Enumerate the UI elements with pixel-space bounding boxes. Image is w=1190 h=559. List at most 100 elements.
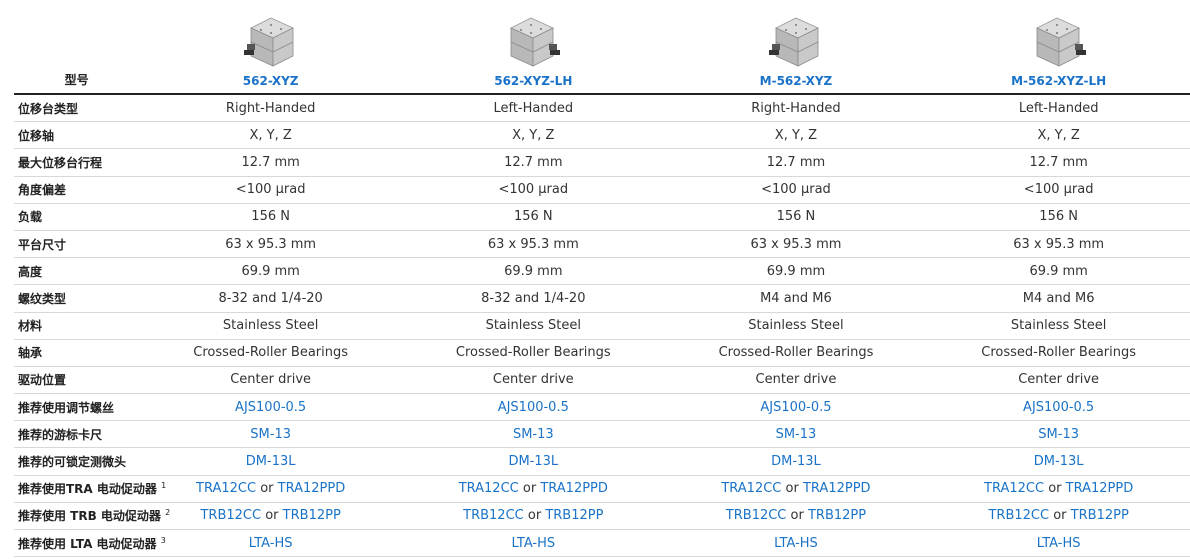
spec-value: <100 µrad [139,176,402,204]
spec-value: 8-32 and 1/4-20 [139,284,402,313]
accessory-link[interactable]: TRA12CC [458,481,519,497]
header-row: 型号 562-XYZ [14,0,1190,95]
spec-label: 驱动位置 [14,366,140,395]
spec-value: <100 µrad [401,176,665,204]
model-label: 型号 [14,0,140,95]
accessory-cell: TRA12CC or TRA12PPD [664,475,928,503]
spec-value: 156 N [401,203,665,231]
accessory-link[interactable]: TRA12PPD [1065,481,1134,497]
accessory-label-text: 推荐使用 TRB 电动促动器 [18,509,161,524]
spec-value: X, Y, Z [664,121,928,150]
spec-row: 位移轴 X, Y, Z X, Y, Z X, Y, Z X, Y, Z [14,121,1190,150]
or-separator: or [790,508,804,524]
spec-value: <100 µrad [664,176,928,204]
or-separator: or [260,481,274,497]
accessory-link[interactable]: LTA-HS [1036,535,1081,551]
or-separator: or [522,481,537,497]
spec-value: X, Y, Z [927,121,1190,150]
spec-row: 角度偏差 <100 µrad <100 µrad <100 µrad <100 µrad [14,176,1190,204]
spec-row: 位移台类型 Right-Handed Left-Handed Right-Handed… [14,94,1190,123]
product-column-header: 562-XYZ [139,0,402,95]
accessory-label: 推荐使用 TRB 电动促动器 2 [14,502,170,531]
accessory-link[interactable]: TRB12CC [200,508,262,524]
accessory-link[interactable]: TRB12CC [725,508,787,524]
spec-value: 156 N [927,203,1190,231]
footnote-marker[interactable]: 3 [160,535,166,545]
accessory-link[interactable]: SM-13 [1038,426,1079,442]
xyz-stage-image[interactable] [766,14,826,70]
spec-value: Crossed-Roller Bearings [139,339,402,367]
accessory-link[interactable]: TRB12PP [807,508,867,524]
spec-value: 156 N [139,203,402,231]
or-separator: or [527,508,542,524]
accessory-link[interactable]: AJS100-0.5 [235,399,307,415]
spec-value: Right-Handed [139,94,402,123]
accessory-link[interactable]: TRA12PPD [277,481,346,497]
spec-value: Center drive [139,366,402,395]
spec-row: 负载 156 N 156 N 156 N 156 N [14,203,1190,231]
accessory-link[interactable]: DM-13L [1033,454,1084,470]
footnote-marker[interactable]: 1 [161,481,167,491]
accessory-link[interactable]: LTA-HS [511,535,556,551]
accessory-link[interactable]: DM-13L [245,454,296,470]
accessory-link[interactable]: DM-13L [508,454,559,470]
accessory-label: 推荐的可锁定测微头 [14,447,140,476]
accessory-cell: TRA12CC or TRA12PPD [927,475,1190,503]
spec-value: 156 N [664,203,928,231]
model-link-562-xyz[interactable]: 562-XYZ [242,74,299,88]
accessory-link[interactable]: AJS100-0.5 [1023,399,1095,415]
accessory-link[interactable]: TRA12CC [721,481,782,497]
accessory-cell: SM-13 [139,420,402,449]
spec-value: Center drive [927,366,1190,395]
accessory-link[interactable]: DM-13L [771,454,821,470]
accessory-link[interactable]: TRA12PPD [802,481,871,497]
spec-value: 69.9 mm [664,257,928,286]
accessory-link[interactable]: SM-13 [512,426,554,442]
accessory-link[interactable]: SM-13 [250,426,291,442]
accessory-cell: AJS100-0.5 [664,393,928,422]
accessory-link[interactable]: LTA-HS [774,535,818,551]
accessory-cell: LTA-HS [139,529,402,558]
model-link-562-xyz-lh[interactable]: 562-XYZ-LH [494,74,573,88]
accessory-link[interactable]: TRB12PP [545,508,604,524]
spec-value: Left-Handed [401,94,665,123]
accessory-row: 推荐使用 LTA 电动促动器 3 LTA-HS LTA-HS LTA-HS LTA-HS [14,529,1190,558]
spec-value: 69.9 mm [927,257,1190,286]
accessory-link[interactable]: TRB12PP [1070,508,1129,524]
spec-value: X, Y, Z [401,121,665,150]
accessory-link[interactable]: LTA-HS [248,535,293,551]
accessory-label: 推荐使用 LTA 电动促动器 3 [14,529,166,558]
model-link-m-562-xyz[interactable]: M-562-XYZ [759,74,833,88]
spec-value: Center drive [664,366,928,395]
spec-label: 角度偏差 [14,176,140,204]
or-separator: or [785,481,799,497]
accessory-link[interactable]: TRA12CC [196,481,257,497]
accessory-link[interactable]: AJS100-0.5 [497,399,569,415]
xyz-stage-image[interactable] [1029,14,1089,70]
accessory-link[interactable]: SM-13 [775,426,817,442]
model-link-m-562-xyz-lh[interactable]: M-562-XYZ-LH [1011,74,1107,88]
spec-value: 63 x 95.3 mm [401,230,665,259]
accessory-link[interactable]: TRB12CC [988,508,1050,524]
spec-value: Crossed-Roller Bearings [664,339,928,367]
accessory-link[interactable]: TRB12PP [282,508,341,524]
spec-label: 平台尺寸 [14,230,140,259]
accessory-cell: DM-13L [664,447,928,476]
accessory-label-text: 推荐使用 LTA 电动促动器 [18,536,157,551]
accessory-link[interactable]: TRA12PPD [540,481,608,497]
xyz-stage-image[interactable] [241,14,301,70]
spec-value: <100 µrad [927,176,1190,204]
xyz-stage-image[interactable] [503,14,563,70]
or-separator: or [1053,508,1067,524]
spec-value: 12.7 mm [139,148,402,177]
product-column-header: 562-XYZ-LH [401,0,665,95]
product-column-header: M-562-XYZ-LH [927,0,1190,95]
accessory-link[interactable]: TRB12CC [463,508,524,524]
accessory-link[interactable]: AJS100-0.5 [760,399,832,415]
spec-row: 高度 69.9 mm 69.9 mm 69.9 mm 69.9 mm [14,257,1190,286]
spec-row: 轴承 Crossed-Roller Bearings Crossed-Roller … [14,339,1190,367]
accessory-link[interactable]: TRA12CC [984,481,1045,497]
product-column-header: M-562-XYZ [664,0,928,95]
footnote-marker[interactable]: 2 [165,508,171,518]
spec-value: Left-Handed [927,94,1190,123]
